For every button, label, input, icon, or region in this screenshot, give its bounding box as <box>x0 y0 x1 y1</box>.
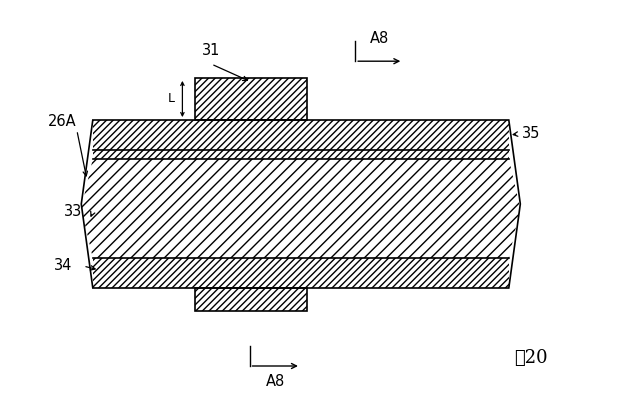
Polygon shape <box>93 258 509 288</box>
Text: 35: 35 <box>522 126 540 142</box>
Polygon shape <box>81 120 520 288</box>
Polygon shape <box>81 159 520 258</box>
Text: 31: 31 <box>202 43 220 58</box>
Text: 26A: 26A <box>48 114 77 130</box>
Polygon shape <box>93 150 509 159</box>
Text: L: L <box>168 92 175 106</box>
Polygon shape <box>93 120 509 150</box>
Polygon shape <box>195 288 307 311</box>
Text: 34: 34 <box>54 258 73 274</box>
Polygon shape <box>195 78 307 120</box>
Text: A8: A8 <box>266 374 285 389</box>
Text: A8: A8 <box>370 31 389 46</box>
Text: 33: 33 <box>64 204 83 220</box>
Text: 図20: 図20 <box>515 349 548 367</box>
